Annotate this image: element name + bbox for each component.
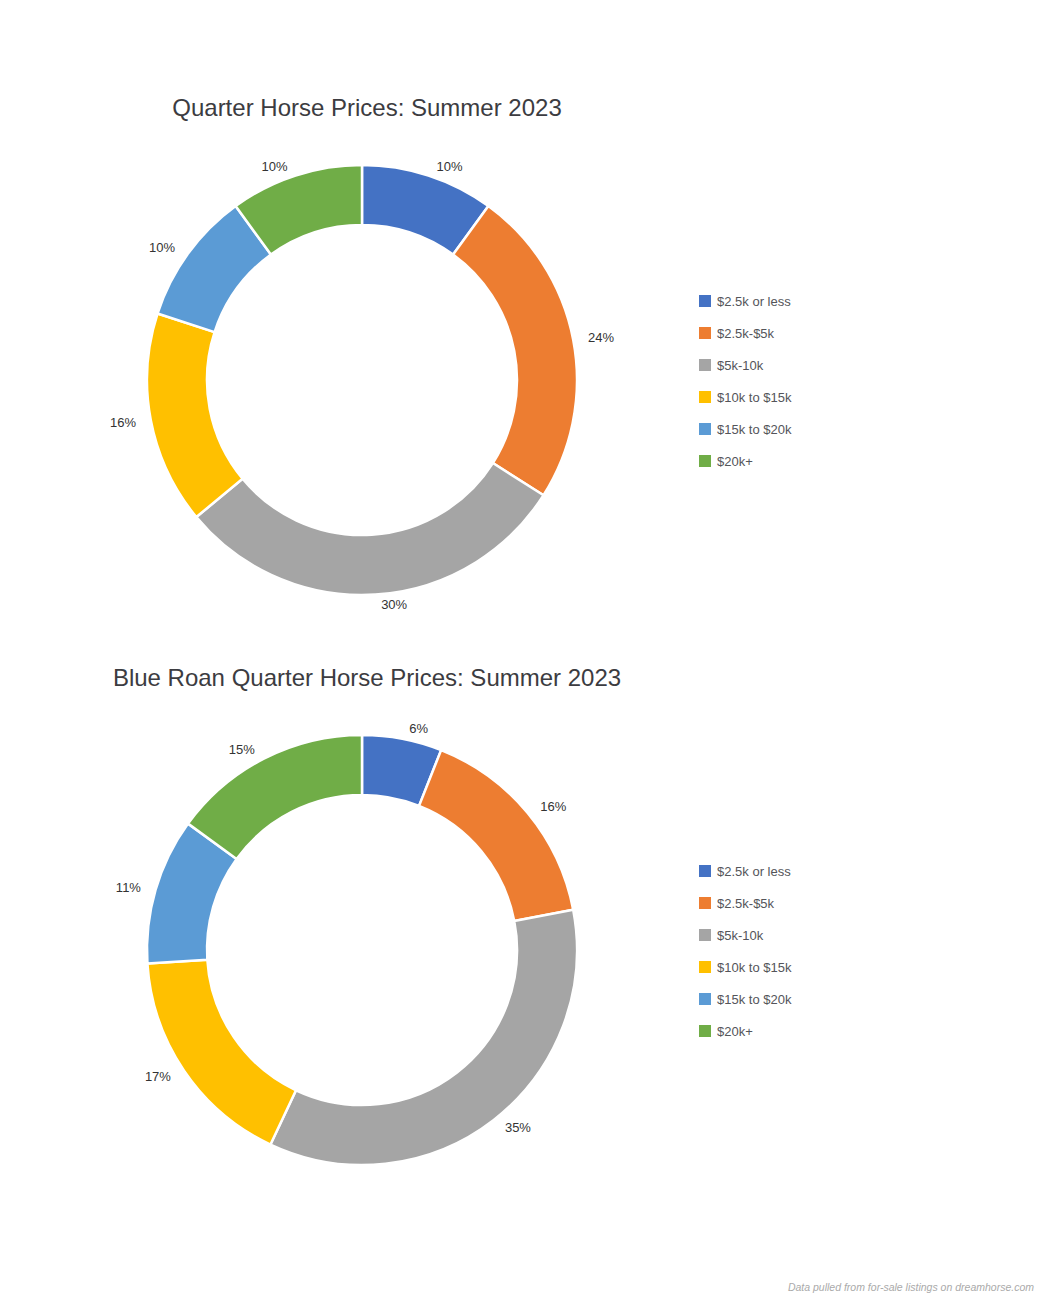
svg-text:$10k to $15k: $10k to $15k (717, 960, 792, 975)
svg-text:10%: 10% (437, 159, 463, 174)
svg-text:$10k to $15k: $10k to $15k (717, 390, 792, 405)
svg-text:Data pulled from for-sale list: Data pulled from for-sale listings on dr… (788, 1281, 1034, 1293)
svg-text:10%: 10% (149, 240, 175, 255)
svg-text:6%: 6% (409, 721, 428, 736)
svg-text:24%: 24% (588, 330, 614, 345)
svg-text:$2.5k-$5k: $2.5k-$5k (717, 896, 775, 911)
svg-text:$2.5k or less: $2.5k or less (717, 294, 791, 309)
svg-text:$20k+: $20k+ (717, 454, 753, 469)
svg-text:16%: 16% (110, 415, 136, 430)
svg-text:10%: 10% (261, 159, 287, 174)
svg-text:35%: 35% (505, 1120, 531, 1135)
svg-text:$20k+: $20k+ (717, 1024, 753, 1039)
svg-text:$15k to $20k: $15k to $20k (717, 422, 792, 437)
svg-text:16%: 16% (540, 799, 566, 814)
svg-text:$15k to $20k: $15k to $20k (717, 992, 792, 1007)
svg-text:$5k-10k: $5k-10k (717, 358, 764, 373)
svg-text:Quarter Horse Prices: Summer 2: Quarter Horse Prices: Summer 2023 (172, 94, 561, 121)
svg-text:$2.5k or less: $2.5k or less (717, 864, 791, 879)
svg-text:11%: 11% (116, 880, 141, 895)
svg-text:$2.5k-$5k: $2.5k-$5k (717, 326, 775, 341)
svg-text:17%: 17% (145, 1069, 171, 1084)
svg-text:30%: 30% (381, 597, 407, 612)
svg-text:15%: 15% (229, 742, 255, 757)
svg-text:Blue Roan Quarter Horse Prices: Blue Roan Quarter Horse Prices: Summer 2… (113, 664, 621, 691)
svg-text:$5k-10k: $5k-10k (717, 928, 764, 943)
